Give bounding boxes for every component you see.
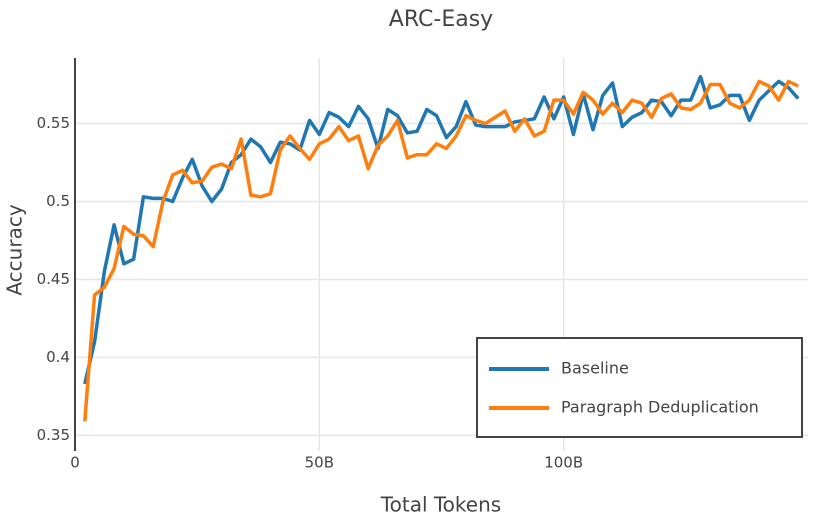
legend: Baseline Paragraph Deduplication xyxy=(476,337,803,438)
legend-box xyxy=(476,337,803,438)
x-tick-label: 0 xyxy=(70,454,80,472)
legend-label: Paragraph Deduplication xyxy=(561,398,759,417)
legend-label: Baseline xyxy=(561,359,629,378)
y-tick-label: 0.45 xyxy=(37,270,70,288)
x-tick-label: 50B xyxy=(305,454,334,472)
x-axis-label: Total Tokens xyxy=(380,493,501,517)
line xyxy=(83,79,799,422)
y-tick-label: 0.4 xyxy=(46,348,70,366)
y-tick-label: 0.35 xyxy=(37,426,70,444)
chart-title: ARC-Easy xyxy=(389,7,493,32)
x-tick-label: 100B xyxy=(544,454,583,472)
y-axis-label: Accuracy xyxy=(3,204,27,295)
y-tick-label: 0.5 xyxy=(46,192,70,210)
y-tick-label: 0.55 xyxy=(37,114,70,132)
